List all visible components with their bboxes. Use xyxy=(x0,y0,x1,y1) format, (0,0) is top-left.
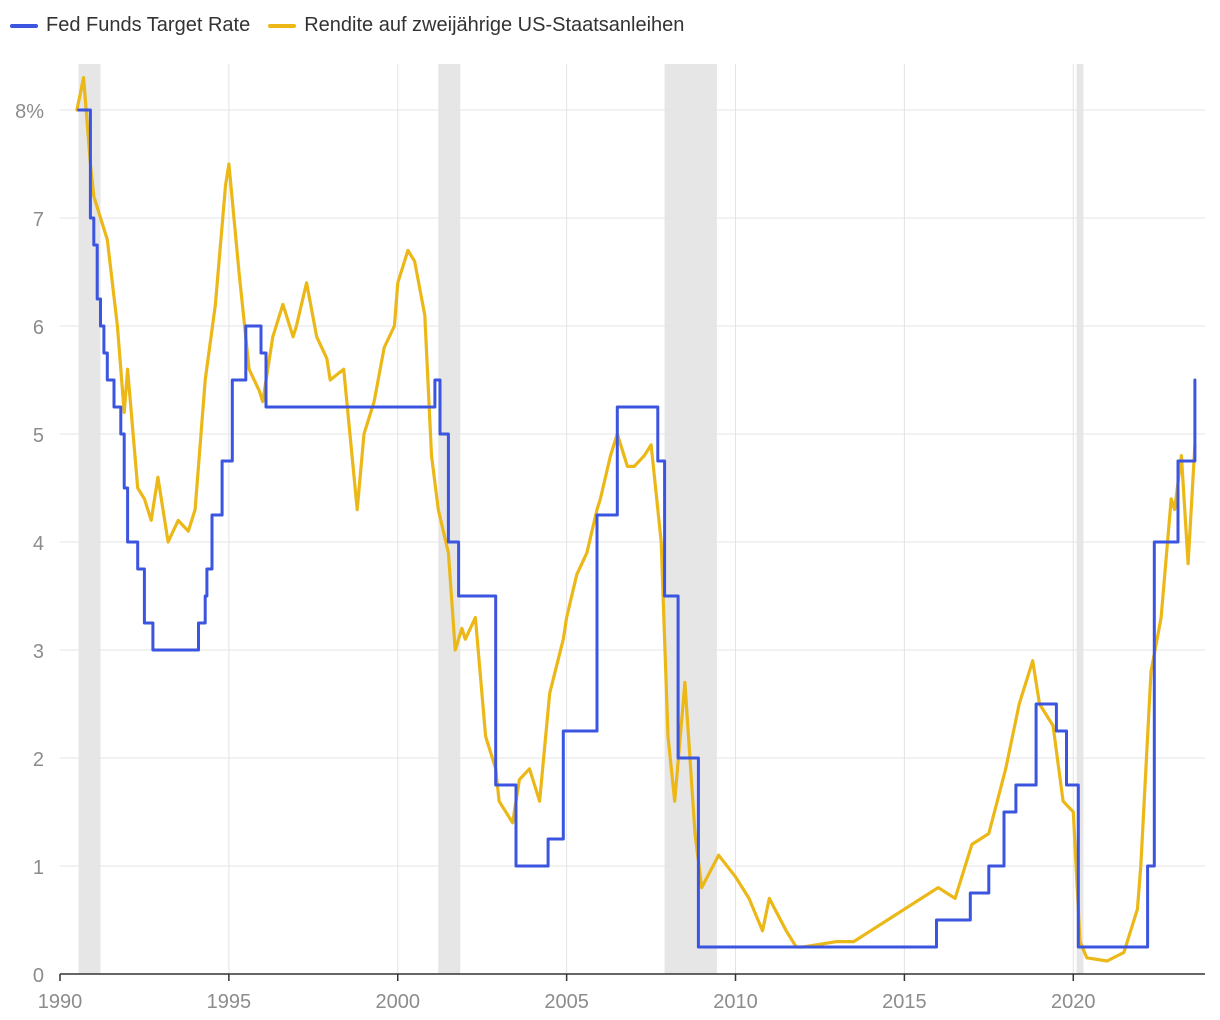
recession-band-3 xyxy=(1076,64,1084,974)
series-line-fed-funds xyxy=(77,108,1197,949)
y-tick-label-6: 6 xyxy=(33,317,44,339)
y-tick-label-1: 1 xyxy=(33,857,44,879)
y-tick-label-0: 0 xyxy=(33,965,44,987)
legend-label-two-year-yield: Rendite auf zweijährige US-Staatsanleihe… xyxy=(304,14,685,36)
y-tick-label-8: 8% xyxy=(15,101,44,123)
x-tick-label-2020: 2020 xyxy=(1051,991,1096,1013)
x-tick-label-1995: 1995 xyxy=(207,991,252,1013)
x-tick-label-2015: 2015 xyxy=(882,991,927,1013)
y-tick-label-2: 2 xyxy=(33,749,44,771)
x-tick-label-1990: 1990 xyxy=(38,991,83,1013)
y-tick-label-4: 4 xyxy=(33,533,44,555)
y-tick-label-5: 5 xyxy=(33,425,44,447)
recession-band-0 xyxy=(78,64,101,974)
recession-band-2 xyxy=(664,64,717,974)
y-tick-label-3: 3 xyxy=(33,641,44,663)
series-line-two-year-yield xyxy=(75,76,1197,963)
legend-swatch-two-year-yield xyxy=(268,23,297,28)
legend-label-fed-funds: Fed Funds Target Rate xyxy=(46,14,251,36)
legend: Fed Funds Target Rate Rendite auf zweijä… xyxy=(10,14,684,37)
legend-item-two-year-yield[interactable]: Rendite auf zweijährige US-Staatsanleihe… xyxy=(268,14,684,37)
legend-swatch-fed-funds xyxy=(10,23,38,28)
legend-item-fed-funds[interactable]: Fed Funds Target Rate xyxy=(10,14,250,37)
y-tick-label-7: 7 xyxy=(33,209,44,231)
x-tick-label-2000: 2000 xyxy=(376,991,421,1013)
x-tick-label-2005: 2005 xyxy=(544,991,589,1013)
x-tick-label-2010: 2010 xyxy=(713,991,758,1013)
